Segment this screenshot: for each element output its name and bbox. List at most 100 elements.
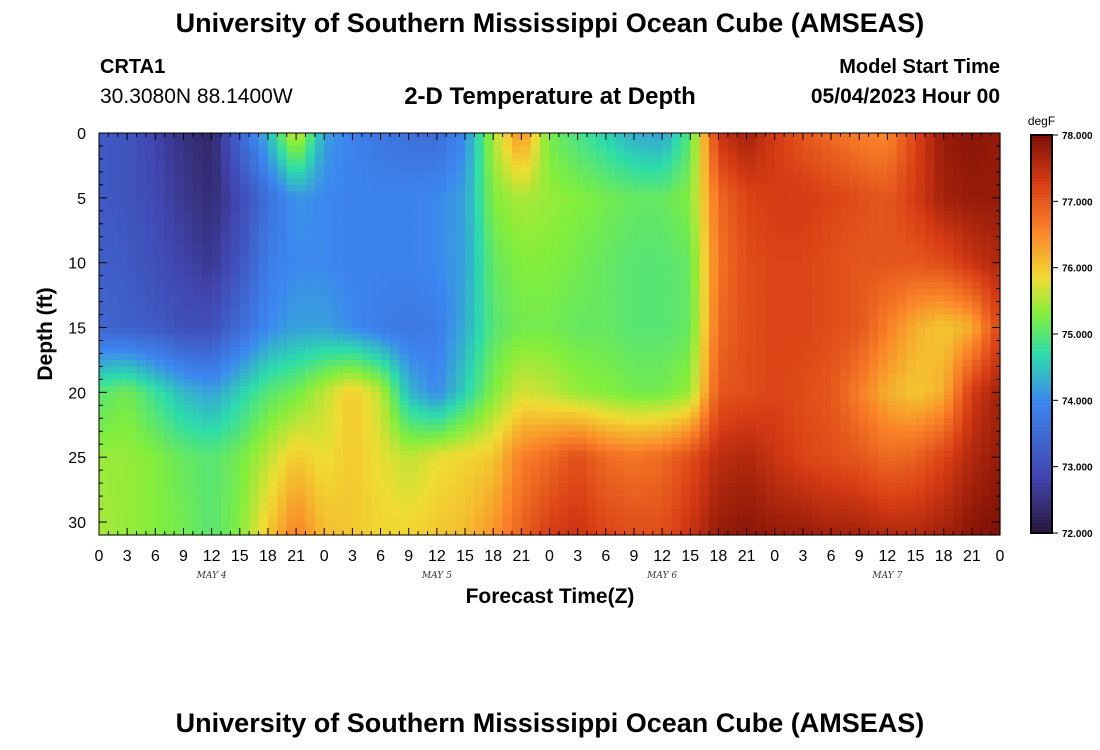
heatmap-cell — [314, 457, 325, 465]
heatmap-cell — [896, 223, 907, 231]
heatmap-cell — [230, 256, 241, 264]
heatmap-cell — [371, 424, 382, 432]
heatmap-cell — [230, 282, 241, 290]
heatmap-cell — [108, 269, 119, 277]
heatmap-cell — [558, 392, 569, 400]
heatmap-cell — [164, 418, 175, 426]
heatmap-cell — [549, 282, 560, 290]
heatmap-cell — [474, 424, 485, 432]
heatmap-cell — [915, 418, 926, 426]
heatmap-cell — [971, 418, 982, 426]
heatmap-cell — [587, 282, 598, 290]
heatmap-cell — [643, 262, 654, 270]
heatmap-cell — [502, 359, 513, 368]
heatmap-cell — [230, 178, 241, 186]
heatmap-cell — [765, 308, 776, 316]
heatmap-cell — [924, 184, 935, 192]
heatmap-cell — [408, 457, 419, 465]
heatmap-cell — [127, 385, 138, 393]
heatmap-cell — [643, 165, 654, 173]
heatmap-cell — [849, 359, 860, 368]
heatmap-cell — [981, 269, 992, 277]
heatmap-cell — [568, 327, 579, 335]
heatmap-cell — [924, 385, 935, 393]
heatmap-cell — [812, 204, 823, 212]
heatmap-cell — [117, 411, 128, 419]
heatmap-cell — [333, 133, 344, 141]
heatmap-cell — [361, 171, 372, 179]
heatmap-cell — [971, 275, 982, 283]
heatmap-cell — [202, 334, 213, 342]
heatmap-cell — [211, 308, 222, 316]
heatmap-cell — [145, 236, 156, 244]
heatmap-cell — [427, 230, 438, 238]
heatmap-cell — [718, 418, 729, 426]
heatmap-cell — [324, 424, 335, 432]
heatmap-cell — [774, 314, 785, 322]
heatmap-cell — [455, 353, 466, 361]
heatmap-cell — [108, 359, 119, 368]
heatmap-cell — [934, 249, 945, 257]
heatmap-cell — [540, 366, 551, 374]
heatmap-cell — [737, 275, 748, 283]
heatmap-cell — [446, 282, 457, 290]
heatmap-cell — [483, 210, 494, 218]
heatmap-cell — [765, 243, 776, 251]
heatmap-cell — [108, 288, 119, 296]
heatmap-cell — [145, 243, 156, 251]
heatmap-cell — [990, 178, 1001, 186]
heatmap-cell — [615, 152, 626, 160]
heatmap-cell — [183, 398, 194, 406]
heatmap-cell — [258, 230, 269, 238]
heatmap-cell — [418, 379, 429, 387]
heatmap-cell — [474, 152, 485, 160]
heatmap-cell — [267, 236, 278, 244]
heatmap-cell — [643, 327, 654, 335]
heatmap-cell — [371, 236, 382, 244]
heatmap-cell — [136, 184, 147, 192]
heatmap-cell — [624, 437, 635, 445]
heatmap-cell — [953, 457, 964, 465]
heatmap-cell — [624, 418, 635, 426]
heatmap-cell — [436, 230, 447, 238]
heatmap-cell — [896, 327, 907, 335]
heatmap-cell — [136, 275, 147, 283]
heatmap-cell — [183, 288, 194, 296]
heatmap-cell — [699, 424, 710, 432]
heatmap-cell — [192, 411, 203, 419]
heatmap-cell — [164, 197, 175, 205]
heatmap-cell — [389, 197, 400, 205]
heatmap-cell — [652, 314, 663, 322]
heatmap-cell — [784, 243, 795, 251]
heatmap-cell — [699, 178, 710, 186]
heatmap-cell — [971, 444, 982, 452]
heatmap-cell — [765, 346, 776, 355]
heatmap-cell — [296, 334, 307, 342]
heatmap-cell — [549, 301, 560, 309]
heatmap-cell — [511, 308, 522, 316]
heatmap-cell — [962, 444, 973, 452]
heatmap-cell — [239, 184, 250, 192]
heatmap-cell — [577, 184, 588, 192]
heatmap-cell — [333, 236, 344, 244]
heatmap-cell — [849, 392, 860, 400]
heatmap-cell — [436, 269, 447, 277]
heatmap-cell — [924, 379, 935, 387]
heatmap-cell — [718, 437, 729, 445]
heatmap-cell — [258, 139, 269, 147]
heatmap-cell — [755, 210, 766, 218]
heatmap-cell — [596, 249, 607, 257]
heatmap-cell — [690, 139, 701, 147]
heatmap-cell — [286, 217, 297, 225]
heatmap-cell — [718, 191, 729, 199]
heatmap-cell — [324, 223, 335, 231]
heatmap-cell — [361, 178, 372, 186]
heatmap-cell — [812, 431, 823, 439]
heatmap-cell — [221, 405, 231, 413]
heatmap-cell — [934, 288, 945, 296]
heatmap-cell — [596, 340, 607, 348]
heatmap-cell — [164, 269, 175, 277]
heatmap-cell — [324, 359, 335, 368]
heatmap-cell — [380, 321, 391, 329]
heatmap-cell — [408, 191, 419, 199]
